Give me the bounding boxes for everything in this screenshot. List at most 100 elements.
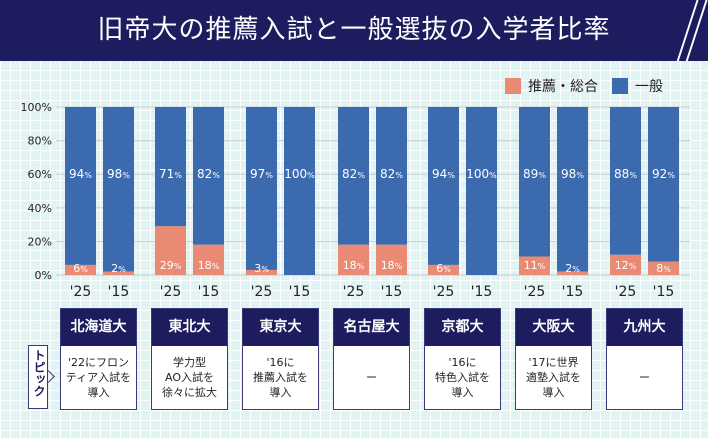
page-title: 旧帝大の推薦入試と一般選抜の入学者比率 [97, 15, 611, 45]
data-label-suisen: 18% [343, 259, 365, 272]
data-label-ippan: 71% [159, 167, 182, 181]
x-tick-label: '25 [251, 284, 273, 300]
bar-segment-suisen [428, 264, 459, 275]
data-label-suisen: 18% [198, 259, 220, 272]
data-label-suisen: 8% [656, 262, 671, 275]
data-label-ippan: 82% [380, 167, 403, 181]
bar-segment-ippan [193, 107, 224, 245]
x-tick-label: '25 [343, 284, 365, 300]
bar-segment-ippan [65, 107, 96, 265]
legend: 推薦・総合 一般 [505, 76, 677, 96]
bar-segment-suisen [103, 271, 134, 275]
legend-item-suisen: 推薦・総合 [505, 76, 598, 96]
bar-segment-ippan [610, 107, 641, 255]
university-topic: '17に世界 適塾入試を 導入 [526, 356, 581, 399]
legend-label: 推薦・総合 [528, 79, 598, 95]
x-tick-label: '15 [198, 284, 220, 300]
university-topic: '22にフロン ティア入試を 導入 [65, 356, 132, 399]
y-tick-label: 80% [28, 135, 52, 148]
data-label-ippan: 94% [432, 167, 455, 181]
university-card: 名古屋大ー [333, 308, 410, 410]
x-tick-label: '25 [70, 284, 92, 300]
bar-segment-ippan [648, 107, 679, 262]
bar-segment-suisen [338, 244, 369, 275]
bar-segment-ippan [519, 107, 550, 257]
bar-segment-suisen [246, 269, 277, 275]
data-label-ippan: 97% [250, 167, 273, 181]
university-card: 九州大ー [606, 308, 683, 410]
bar-segment-suisen [65, 264, 96, 275]
y-tick-label: 20% [28, 235, 52, 248]
bar-segment-ippan [338, 107, 369, 245]
university-name: 名古屋大 [334, 309, 409, 346]
data-label-suisen: 3% [254, 262, 269, 275]
data-label-suisen: 6% [73, 262, 88, 275]
university-card: 北海道大 '22にフロン ティア入試を 導入 [60, 308, 137, 410]
data-label-ippan: 98% [107, 167, 130, 181]
data-label-ippan: 94% [69, 167, 92, 181]
bar-segment-suisen [155, 226, 186, 275]
x-tick-label: '25 [524, 284, 546, 300]
bar-segment-ippan [428, 107, 459, 265]
university-name: 東北大 [152, 309, 227, 346]
x-tick-label: '25 [160, 284, 182, 300]
bars: 94% 6% 98% 2% 71% 29% 82% 18% 97% 3% 100% 82% 18% 82%… [65, 107, 679, 275]
data-label-suisen: 29% [160, 259, 182, 272]
bar-segment-suisen [648, 261, 679, 275]
university-topic: ー [639, 371, 650, 384]
bar-segment-ippan [155, 107, 186, 227]
legend-swatch [505, 78, 521, 94]
y-axis: 0% 20% 40% 60% 80% 100% [21, 101, 52, 282]
bar-segment-ippan [557, 107, 588, 272]
bar-segment-ippan [466, 107, 497, 275]
topic-label: トピック [32, 349, 46, 397]
university-card: 大阪大 '17に世界 適塾入試を 導入 [515, 308, 592, 410]
data-label-ippan: 98% [561, 167, 584, 181]
data-label-ippan: 92% [652, 167, 675, 181]
data-label-ippan: 100% [284, 167, 315, 181]
data-label-suisen: 18% [381, 259, 403, 272]
university-name: 北海道大 [61, 309, 136, 346]
bar-segment-suisen [557, 271, 588, 275]
university-card: 京都大 '16に 特色入試を 導入 [424, 308, 501, 410]
x-tick-label: '25 [433, 284, 455, 300]
x-axis: '25 '15 '25 '15 '25 '15 '25 '15 '25 '15 '25 '15 '25 '… [70, 284, 675, 300]
data-label-suisen: 2% [565, 262, 580, 275]
data-label-suisen: 6% [436, 262, 451, 275]
legend-swatch [612, 78, 628, 94]
y-tick-label: 0% [35, 269, 52, 282]
y-tick-label: 100% [21, 101, 52, 114]
y-tick-label: 60% [28, 168, 52, 181]
university-name: 京都大 [425, 309, 500, 346]
data-label-suisen: 2% [111, 262, 126, 275]
legend-item-ippan: 一般 [612, 76, 663, 96]
x-tick-label: '25 [615, 284, 637, 300]
university-name: 大阪大 [516, 309, 591, 346]
x-tick-label: '15 [108, 284, 130, 300]
data-label-ippan: 88% [614, 167, 637, 181]
stacked-bar-chart: 0% 20% 40% 60% 80% 100% 94% 6% 98% 2% 71% 29% 82% 18… [21, 101, 690, 300]
x-tick-label: '15 [289, 284, 311, 300]
bar-segment-suisen [610, 254, 641, 275]
x-tick-label: '15 [471, 284, 493, 300]
bar-segment-ippan [376, 107, 407, 245]
data-label-suisen: 12% [615, 259, 637, 272]
bar-segment-suisen [193, 244, 224, 275]
university-topic: 学力型 AO入試を 徐々に拡大 [162, 356, 217, 399]
bar-segment-ippan [103, 107, 134, 272]
bar-segment-suisen [519, 256, 550, 275]
university-name: 東京大 [243, 309, 318, 346]
x-tick-label: '15 [562, 284, 584, 300]
bar-segment-ippan [284, 107, 315, 275]
university-topic: ー [366, 371, 377, 384]
university-card: 東京大 '16に 推薦入試を 導入 [242, 308, 319, 410]
university-topic: '16に 特色入試を 導入 [435, 356, 490, 399]
data-label-ippan: 100% [466, 167, 497, 181]
bar-segment-suisen [376, 244, 407, 275]
legend-label: 一般 [635, 79, 663, 95]
university-card: 東北大学力型 AO入試を 徐々に拡大 [151, 308, 228, 410]
data-label-ippan: 82% [342, 167, 365, 181]
x-tick-label: '15 [653, 284, 675, 300]
x-tick-label: '15 [381, 284, 403, 300]
data-label-ippan: 89% [523, 167, 546, 181]
